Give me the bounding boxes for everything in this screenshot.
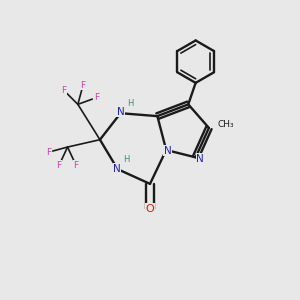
Text: F: F xyxy=(80,80,86,89)
Text: F: F xyxy=(94,93,99,102)
Text: F: F xyxy=(56,161,62,170)
Text: H: H xyxy=(127,99,133,108)
Text: F: F xyxy=(46,148,51,157)
Text: N: N xyxy=(117,107,124,117)
Text: N: N xyxy=(164,146,172,156)
Text: F: F xyxy=(61,86,66,95)
Text: N: N xyxy=(113,164,121,173)
Text: F: F xyxy=(74,161,79,170)
Text: CH₃: CH₃ xyxy=(217,120,234,129)
Text: H: H xyxy=(123,155,130,164)
Text: O: O xyxy=(146,204,154,214)
Text: N: N xyxy=(196,154,204,164)
